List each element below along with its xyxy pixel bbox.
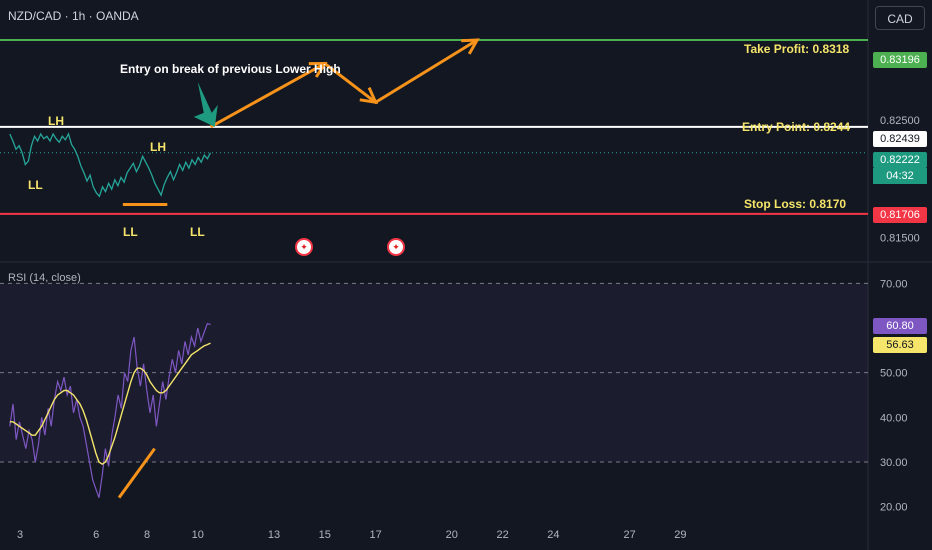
time-tick-label: 17 [369,529,381,541]
stop-loss-label: Stop Loss: 0.8170 [744,197,847,211]
currency-button[interactable]: CAD [875,6,925,30]
rsi-tick-label: 40.00 [880,412,908,424]
time-tick-label: 20 [446,529,458,541]
take-profit-label: Take Profit: 0.8318 [744,42,850,56]
swing-label-lh: LH [48,114,64,128]
canada-flag-event-icon[interactable]: ✦ [387,238,405,256]
rsi-ma-line [9,342,211,466]
rsi-title: RSI (14, close) [8,272,81,284]
rsi-tick-label: 30.00 [880,457,908,469]
price-tick-label: 0.82500 [880,115,920,127]
rsi-tick-label: 50.00 [880,368,908,380]
time-tick-label: 24 [547,529,559,541]
time-tick-label: 10 [192,529,204,541]
entry-point-label: Entry Point: 0.8244 [742,120,851,134]
projection-arrowhead [359,87,379,105]
bar-countdown: 04:32 [873,168,927,184]
canada-flag-event-icon[interactable]: ✦ [295,238,313,256]
swing-label-ll: LL [28,178,43,192]
projection-arrows [193,38,480,129]
time-tick-label: 8 [144,529,150,541]
projection-arrowhead [461,38,480,55]
current-price-tag: 0.82222 [873,152,927,168]
time-tick-label: 29 [674,529,686,541]
y-axis-ticks: 0.830000.825000.820000.8150070.0050.0040… [880,56,920,513]
projection-arrowhead [308,61,328,78]
price-line [9,132,212,198]
projection-path [209,38,478,129]
take-profit-price-tag: 0.83196 [873,52,927,68]
entry-price-tag: 0.82439 [873,131,927,147]
rsi-ma-value-tag: 56.63 [873,337,927,353]
rsi-pane [0,282,868,463]
time-tick-label: 22 [496,529,508,541]
x-axis-ticks: 3 6 8 10 13 15 17 20 22 24 27 29 [17,529,687,541]
swing-label-ll: LL [123,225,138,239]
time-tick-label: 13 [268,529,280,541]
time-tick-label: 6 [93,529,99,541]
time-tick-label: 27 [623,529,635,541]
entry-annotation: Entry on break of previous Lower High [120,62,341,76]
symbol-title[interactable]: NZD/CAD · 1h · OANDA [8,9,139,23]
rsi-tick-label: 20.00 [880,502,908,514]
swing-label-lh: LH [150,140,166,154]
stop-loss-price-tag: 0.81706 [873,207,927,223]
level-lines [0,38,868,215]
time-tick-label: 15 [319,529,331,541]
swing-label-ll: LL [190,225,205,239]
time-tick-label: 3 [17,529,23,541]
rsi-tick-label: 70.00 [880,278,908,290]
rsi-value-tag: 60.80 [873,318,927,334]
price-series [0,132,868,206]
price-tick-label: 0.81500 [880,232,920,244]
rsi-series [9,322,211,499]
rsi-divergence-line [117,447,156,499]
entry-arrow [193,81,218,127]
